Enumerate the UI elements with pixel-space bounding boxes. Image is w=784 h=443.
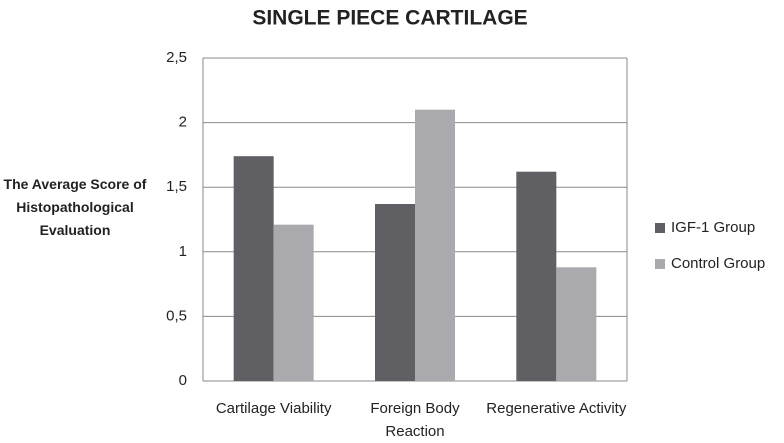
y-tick-label: 0,5 (166, 307, 187, 324)
y-tick-label: 2,5 (166, 49, 187, 66)
bar (273, 224, 314, 381)
chart-title: SINGLE PIECE CARTILAGE (252, 7, 527, 30)
y-tick-label: 1,5 (166, 178, 187, 195)
legend-swatch (655, 259, 665, 269)
bar (375, 203, 415, 381)
bar (233, 156, 274, 381)
y-tick-label: 0 (179, 372, 187, 389)
legend-label: IGF-1 Group (671, 219, 755, 236)
x-tick-label: Regenerative Activity (486, 400, 627, 417)
y-axis-label: The Average Score of Histopathological E… (3, 176, 147, 238)
legend-swatch (655, 223, 665, 233)
y-tick-label: 2 (179, 114, 187, 131)
y-tick-label: 1 (179, 243, 187, 260)
x-tick-label: Foreign Body Reaction (370, 400, 460, 440)
bar (516, 171, 557, 381)
bar (556, 267, 597, 381)
legend-label: Control Group (671, 255, 765, 272)
x-tick-label: Cartilage Viability (215, 400, 332, 417)
bar (415, 109, 455, 382)
